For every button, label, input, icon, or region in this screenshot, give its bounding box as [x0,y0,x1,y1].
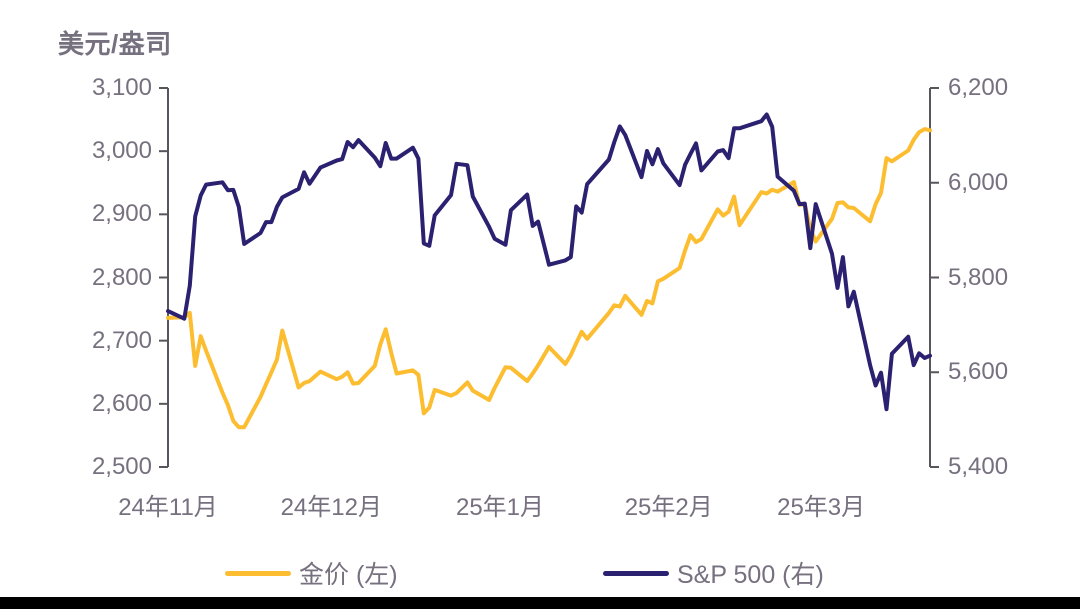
right-axis-tick-label: 6,000 [948,168,1009,196]
left-axis-title: 美元/盎司 [58,29,172,59]
x-axis-tick-label: 24年11月 [118,494,218,521]
sp500-line [166,112,932,412]
left-axis-tick-label: 2,500 [91,453,152,480]
x-axis-tick-label: 25年3月 [777,494,866,521]
right-axis-tick-label: 5,600 [948,358,1009,386]
left-axis-tick-label: 2,700 [91,326,152,354]
right-axis-tick-label: 5,800 [948,263,1009,291]
gold-price-line [166,127,932,430]
left-axis-tick-label: 2,800 [91,263,152,291]
legend-item-gold: 金价 (左) [225,556,398,590]
right-axis-tick-label: 6,200 [948,74,1009,101]
sp500-line-swatch [603,570,669,576]
left-axis-tick-label: 2,900 [91,200,152,228]
legend-item-sp500: S&P 500 (右) [603,556,824,590]
gold-line-swatch [225,570,291,576]
left-axis-tick-label: 2,600 [91,389,152,417]
left-axis-tick-label: 3,100 [91,74,152,101]
x-axis-tick-label: 25年2月 [624,494,713,521]
x-axis-tick-label: 24年12月 [280,494,382,521]
left-axis-tick-label: 3,000 [91,137,152,165]
footer-bar [0,597,1080,609]
legend-label-gold: 金价 (左) [299,561,398,589]
legend-label-sp500: S&P 500 (右) [677,561,824,589]
x-axis-tick-label: 25年1月 [455,494,545,521]
legend: 金价 (左) S&P 500 (右) [0,556,1080,590]
right-axis-tick-label: 5,400 [948,453,1009,480]
